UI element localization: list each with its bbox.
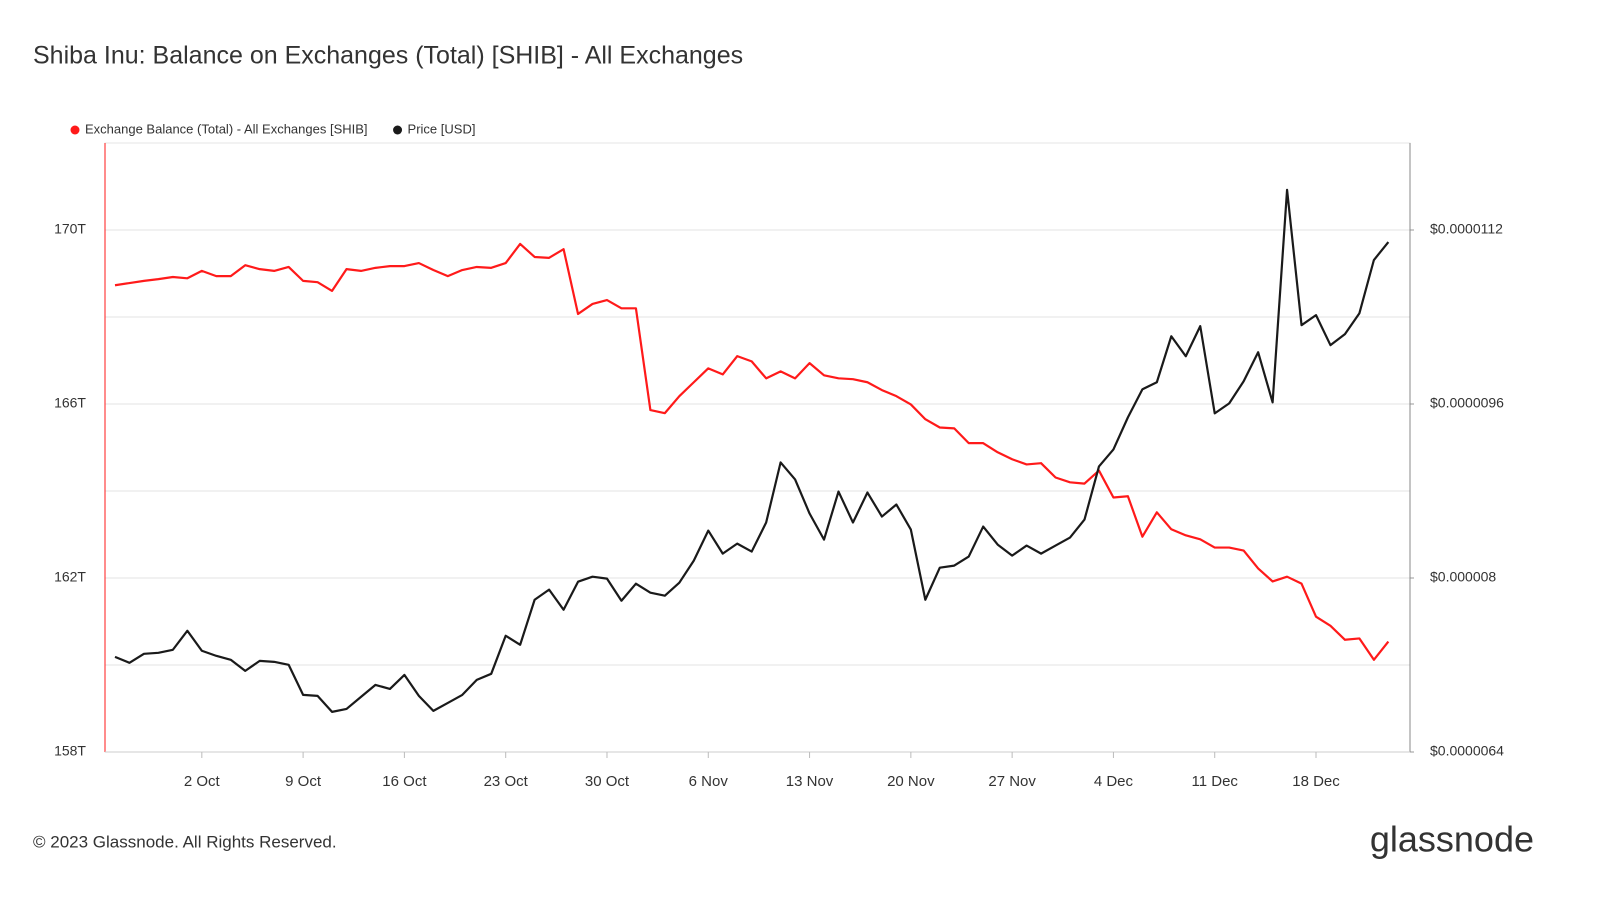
legend-marker (70, 125, 80, 135)
x-tick-label: 27 Nov (988, 773, 1036, 790)
brand-logo: glassnode (1370, 819, 1534, 860)
y2-tick-label: $0.0000064 (1430, 743, 1504, 759)
series-line (114, 188, 1390, 713)
legend-marker (393, 125, 403, 135)
y-tick-label: 166T (54, 395, 86, 411)
x-tick-label: 4 Dec (1094, 773, 1134, 790)
series-line (114, 242, 1390, 661)
x-tick-label: 16 Oct (382, 773, 427, 790)
legend-label: Price [USD] (408, 121, 476, 136)
y2-tick-label: $0.000008 (1430, 569, 1496, 585)
x-tick-label: 2 Oct (184, 773, 221, 790)
x-tick-label: 11 Dec (1192, 773, 1239, 790)
legend-label: Exchange Balance (Total) - All Exchanges… (85, 121, 368, 136)
y2-tick-label: $0.0000112 (1430, 221, 1503, 237)
chart-title: Shiba Inu: Balance on Exchanges (Total) … (33, 42, 743, 70)
x-tick-label: 18 Dec (1292, 773, 1340, 790)
x-tick-label: 23 Oct (484, 773, 529, 790)
x-tick-label: 20 Nov (887, 773, 935, 790)
y-tick-label: 162T (54, 569, 86, 585)
y-tick-label: 170T (54, 221, 86, 237)
y-tick-label: 158T (54, 743, 86, 759)
x-tick-label: 6 Nov (689, 773, 729, 790)
x-tick-label: 9 Oct (285, 773, 322, 790)
y2-tick-label: $0.0000096 (1430, 395, 1504, 411)
x-tick-label: 13 Nov (786, 773, 834, 790)
plot-frame (104, 142, 1411, 753)
x-tick-label: 30 Oct (585, 773, 630, 790)
footer: © 2023 Glassnode. All Rights Reserved. (33, 832, 337, 851)
